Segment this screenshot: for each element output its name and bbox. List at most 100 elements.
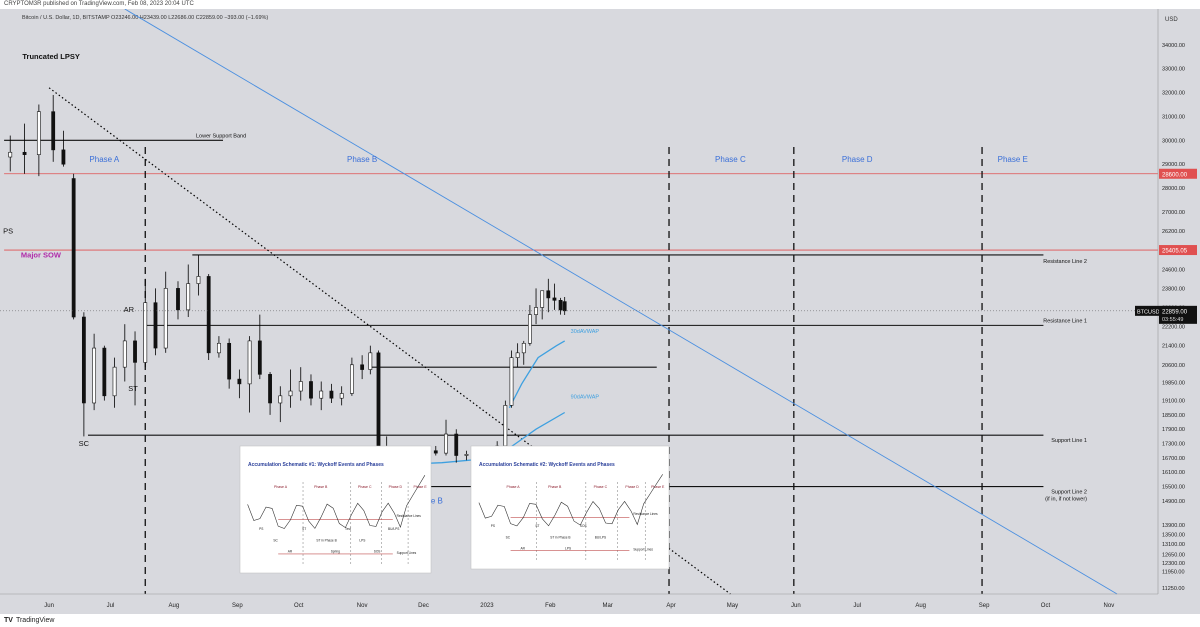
candle-body-14 xyxy=(163,288,168,349)
x-tick-7: 2023 xyxy=(480,603,494,609)
vwap-label-1: 90dAVWAP xyxy=(571,395,600,401)
candle-18 xyxy=(206,274,211,360)
candle-1 xyxy=(22,123,27,174)
candle-44 xyxy=(464,450,469,461)
y-tick-1: 11950.00 xyxy=(1162,569,1185,575)
x-tick-2: Aug xyxy=(169,603,180,609)
candle-28 xyxy=(309,374,313,406)
y-tick-14: 19100.00 xyxy=(1162,399,1185,405)
x-tick-0: Jun xyxy=(44,603,54,609)
y-tick-11: 17300.00 xyxy=(1162,442,1185,448)
price-label-bg-0 xyxy=(1159,168,1197,179)
inset-event-0-4: ST in Phase B xyxy=(316,538,336,542)
candle-body-35 xyxy=(376,352,381,449)
x-tick-12: Jun xyxy=(791,603,801,609)
inset-title-1: Accumulation Schematic #2: Wyckoff Event… xyxy=(479,462,615,468)
inset-phase-0-0: Phase A xyxy=(274,485,288,489)
candle-body-21 xyxy=(237,378,242,385)
annotation-5: SC xyxy=(79,439,90,448)
inset-phase-0-1: Phase B xyxy=(314,485,328,489)
y-tick-4: 13100.00 xyxy=(1162,542,1185,548)
inset-event-1-7: BU/LPS xyxy=(595,535,606,539)
inset-side-sup-1: Support Lines xyxy=(633,548,653,552)
y-tick-12: 17900.00 xyxy=(1162,427,1185,433)
y-tick-31: 34000.00 xyxy=(1162,43,1185,49)
candle-10 xyxy=(122,324,127,382)
y-tick-26: 29000.00 xyxy=(1162,162,1185,168)
candle-body-11 xyxy=(133,340,137,363)
candle-2 xyxy=(36,104,41,177)
y-tick-21: 24600.00 xyxy=(1162,267,1185,273)
candle-5 xyxy=(71,173,76,320)
countdown-label: 03:55:49 xyxy=(1162,317,1183,323)
annotation-4: ST xyxy=(128,384,138,393)
symbol-tag: BTCUSD xyxy=(1137,309,1160,315)
inset-phase-1-1: Phase B xyxy=(548,485,562,489)
inset-event-1-0: PS xyxy=(491,524,495,528)
candle-body-17 xyxy=(196,276,201,284)
candle-body-55 xyxy=(546,290,551,299)
candle-body-24 xyxy=(268,374,272,404)
level-label-2: Resistance Line 1 xyxy=(1043,318,1087,324)
candle-56 xyxy=(552,283,557,310)
x-tick-6: Dec xyxy=(418,603,429,609)
current-price-bg xyxy=(1159,305,1197,324)
candle-24 xyxy=(268,371,272,415)
candle-58 xyxy=(562,296,567,315)
candle-body-12 xyxy=(143,302,148,363)
candle-body-43 xyxy=(454,433,459,456)
candle-57 xyxy=(558,297,563,315)
candle-body-57 xyxy=(558,300,563,311)
inset-event-1-4: ST in Phase B xyxy=(550,535,570,539)
annotation-3: AR xyxy=(124,305,135,314)
tradingview-logo-icon: TV xyxy=(4,617,13,624)
x-tick-16: Oct xyxy=(1041,603,1051,609)
x-tick-3: Sep xyxy=(232,603,243,609)
current-price-label: 22859.00 xyxy=(1162,309,1188,315)
price-chart[interactable]: Bitcoin / U.S. Dollar, 1D, BITSTAMP O232… xyxy=(0,9,1200,614)
inset-phase-1-2: Phase C xyxy=(594,485,608,489)
inset-event-1-2: AR xyxy=(521,546,526,550)
candle-16 xyxy=(186,264,191,318)
candle-body-25 xyxy=(278,395,283,404)
candle-body-44 xyxy=(464,454,469,456)
inset-event-0-1: SC xyxy=(273,538,278,542)
candle-body-1 xyxy=(22,151,27,155)
candle-body-20 xyxy=(227,342,232,380)
candle-11 xyxy=(133,331,137,406)
y-tick-29: 32000.00 xyxy=(1162,91,1185,97)
phase-label-3: Phase D xyxy=(842,155,873,164)
candle-body-54 xyxy=(540,290,545,308)
y-tick-2: 12300.00 xyxy=(1162,561,1185,567)
y-tick-24: 27000.00 xyxy=(1162,210,1185,216)
candle-4 xyxy=(61,130,66,167)
candle-body-6 xyxy=(81,316,86,404)
candle-43 xyxy=(454,429,459,463)
inset-side-sup-0: Support Lines xyxy=(397,551,417,555)
candle-body-7 xyxy=(92,347,97,404)
vwap-label-0: 30dAVWAP xyxy=(571,329,600,335)
candle-body-4 xyxy=(61,149,66,165)
y-tick-13: 18500.00 xyxy=(1162,413,1185,419)
price-label-1: 25405.05 xyxy=(1162,249,1188,255)
candle-19 xyxy=(217,336,221,358)
inset-phase-1-0: Phase A xyxy=(507,485,521,489)
inset-event-1-3: ST xyxy=(535,524,539,528)
inset-event-1-1: SC xyxy=(506,535,511,539)
tradingview-brand[interactable]: TV TradingView xyxy=(4,614,54,627)
footer-bar: TV TradingView xyxy=(0,614,1200,627)
level-label-1: Resistance Line 2 xyxy=(1043,259,1087,265)
candle-body-15 xyxy=(176,288,180,311)
candle-32 xyxy=(350,357,354,396)
candle-30 xyxy=(329,383,334,403)
candle-body-34 xyxy=(368,352,373,370)
candle-body-3 xyxy=(51,111,56,151)
x-tick-5: Nov xyxy=(357,603,368,609)
x-tick-14: Aug xyxy=(915,603,926,609)
candle-34 xyxy=(368,345,373,375)
inset-title-0: Accumulation Schematic #1: Wyckoff Event… xyxy=(248,462,384,468)
candle-20 xyxy=(227,338,232,389)
candle-body-10 xyxy=(122,340,127,368)
inset-event-0-6: Test xyxy=(345,527,351,531)
